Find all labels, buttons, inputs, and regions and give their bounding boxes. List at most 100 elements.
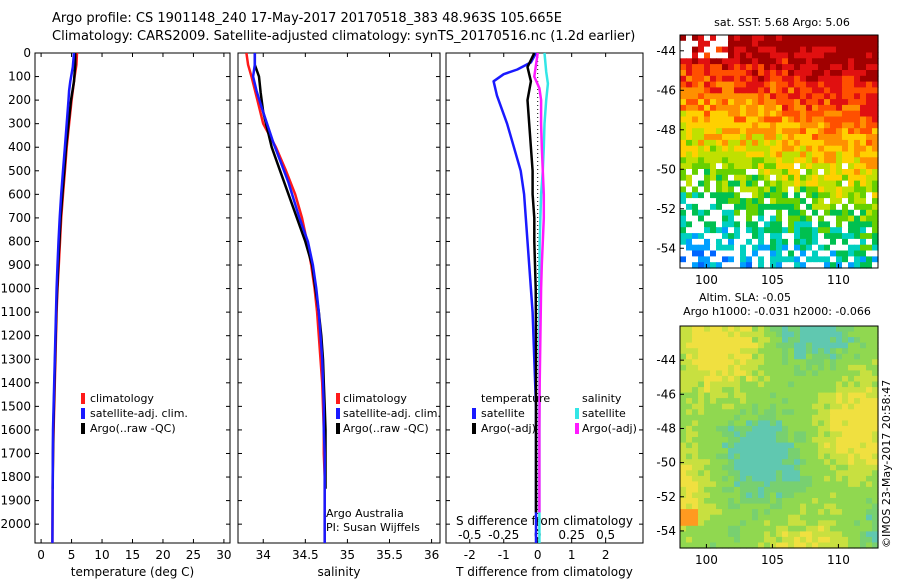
map-cell	[680, 498, 687, 505]
legend-label-sal-satellite: satellite	[582, 407, 626, 420]
map-cell	[680, 542, 687, 549]
map-cell	[812, 93, 819, 100]
map-cell	[860, 93, 867, 100]
map-cell	[848, 70, 855, 77]
map-cell	[686, 525, 693, 532]
map-cell	[830, 52, 837, 59]
map-cell	[776, 75, 783, 83]
map-cell	[704, 359, 711, 366]
map-cell	[842, 262, 849, 269]
map-cell	[800, 398, 807, 405]
map-cell	[830, 233, 837, 240]
map-cell	[806, 221, 813, 228]
map-cell	[716, 425, 723, 432]
map-cell	[812, 215, 819, 222]
map-cell	[842, 233, 849, 240]
map-cell	[728, 198, 735, 205]
map-cell	[860, 531, 867, 538]
map-cell	[872, 331, 879, 338]
map-cell	[716, 145, 723, 153]
map-cell	[776, 81, 783, 88]
map-cell	[734, 221, 741, 228]
map-cell	[854, 81, 861, 88]
map-cell	[866, 442, 873, 449]
map-cell	[728, 359, 735, 366]
map-cell	[686, 326, 693, 333]
map-cell	[758, 35, 765, 42]
map-cell	[794, 453, 801, 460]
map-cell	[728, 110, 735, 118]
map-cell	[824, 244, 831, 252]
y-tick-label: -44	[656, 44, 676, 58]
map-cell	[680, 381, 687, 388]
map-cell	[740, 420, 747, 427]
map-cell	[716, 262, 723, 269]
map-cell	[776, 486, 783, 493]
map-cell	[770, 145, 777, 153]
map-cell	[812, 498, 819, 505]
map-cell	[716, 221, 723, 228]
map-cell	[704, 348, 711, 355]
map-cell	[746, 244, 753, 252]
map-cell	[866, 464, 873, 471]
map-cell	[698, 453, 705, 460]
map-cell	[854, 437, 861, 444]
map-cell	[734, 525, 741, 532]
map-cell	[692, 110, 699, 118]
map-cell	[746, 262, 753, 269]
map-cell	[842, 331, 849, 338]
map-cell	[698, 498, 705, 505]
map-cell	[866, 387, 873, 394]
legend-swatch-argo	[336, 423, 340, 434]
map-cell	[800, 486, 807, 493]
map-cell	[734, 425, 741, 432]
map-cell	[782, 244, 789, 252]
map-cell	[734, 464, 741, 471]
map-cell	[746, 145, 753, 153]
map-cell	[722, 359, 729, 366]
map-cell	[872, 81, 879, 88]
map-cell	[716, 122, 723, 129]
map-cell	[824, 431, 831, 438]
x-tick-label: 0	[37, 548, 45, 562]
map-cell	[800, 64, 807, 71]
map-cell	[842, 70, 849, 77]
map-cell	[860, 250, 867, 257]
map-cell	[698, 46, 705, 53]
map-cell	[698, 139, 705, 147]
map-cell	[818, 403, 825, 410]
map-cell	[800, 139, 807, 147]
map-cell	[770, 104, 777, 112]
x-tick-label: 30	[216, 548, 231, 562]
map-cell	[836, 414, 843, 421]
map-cell	[842, 525, 849, 532]
map-cell	[860, 122, 867, 129]
map-cell	[740, 46, 747, 53]
map-cell	[728, 337, 735, 344]
map-cell	[860, 35, 867, 42]
map-cell	[680, 370, 687, 377]
map-cell	[698, 542, 705, 549]
y-tick-label: -52	[656, 490, 676, 504]
map-cell	[854, 180, 861, 187]
map-cell	[704, 203, 711, 211]
map-cell	[848, 448, 855, 455]
map-cell	[806, 492, 813, 499]
map-cell	[728, 70, 735, 77]
map-cell	[836, 134, 843, 141]
map-cell	[710, 509, 717, 516]
map-cell	[698, 337, 705, 344]
map-cell	[776, 256, 783, 263]
map-cell	[818, 448, 825, 455]
map-cell	[782, 174, 789, 182]
map-cell	[818, 174, 825, 182]
map-cell	[758, 52, 765, 59]
map-cell	[752, 192, 759, 199]
map-cell	[782, 326, 789, 333]
map-cell	[704, 464, 711, 471]
map-cell	[758, 70, 765, 77]
map-cell	[812, 387, 819, 394]
map-cell	[686, 180, 693, 187]
